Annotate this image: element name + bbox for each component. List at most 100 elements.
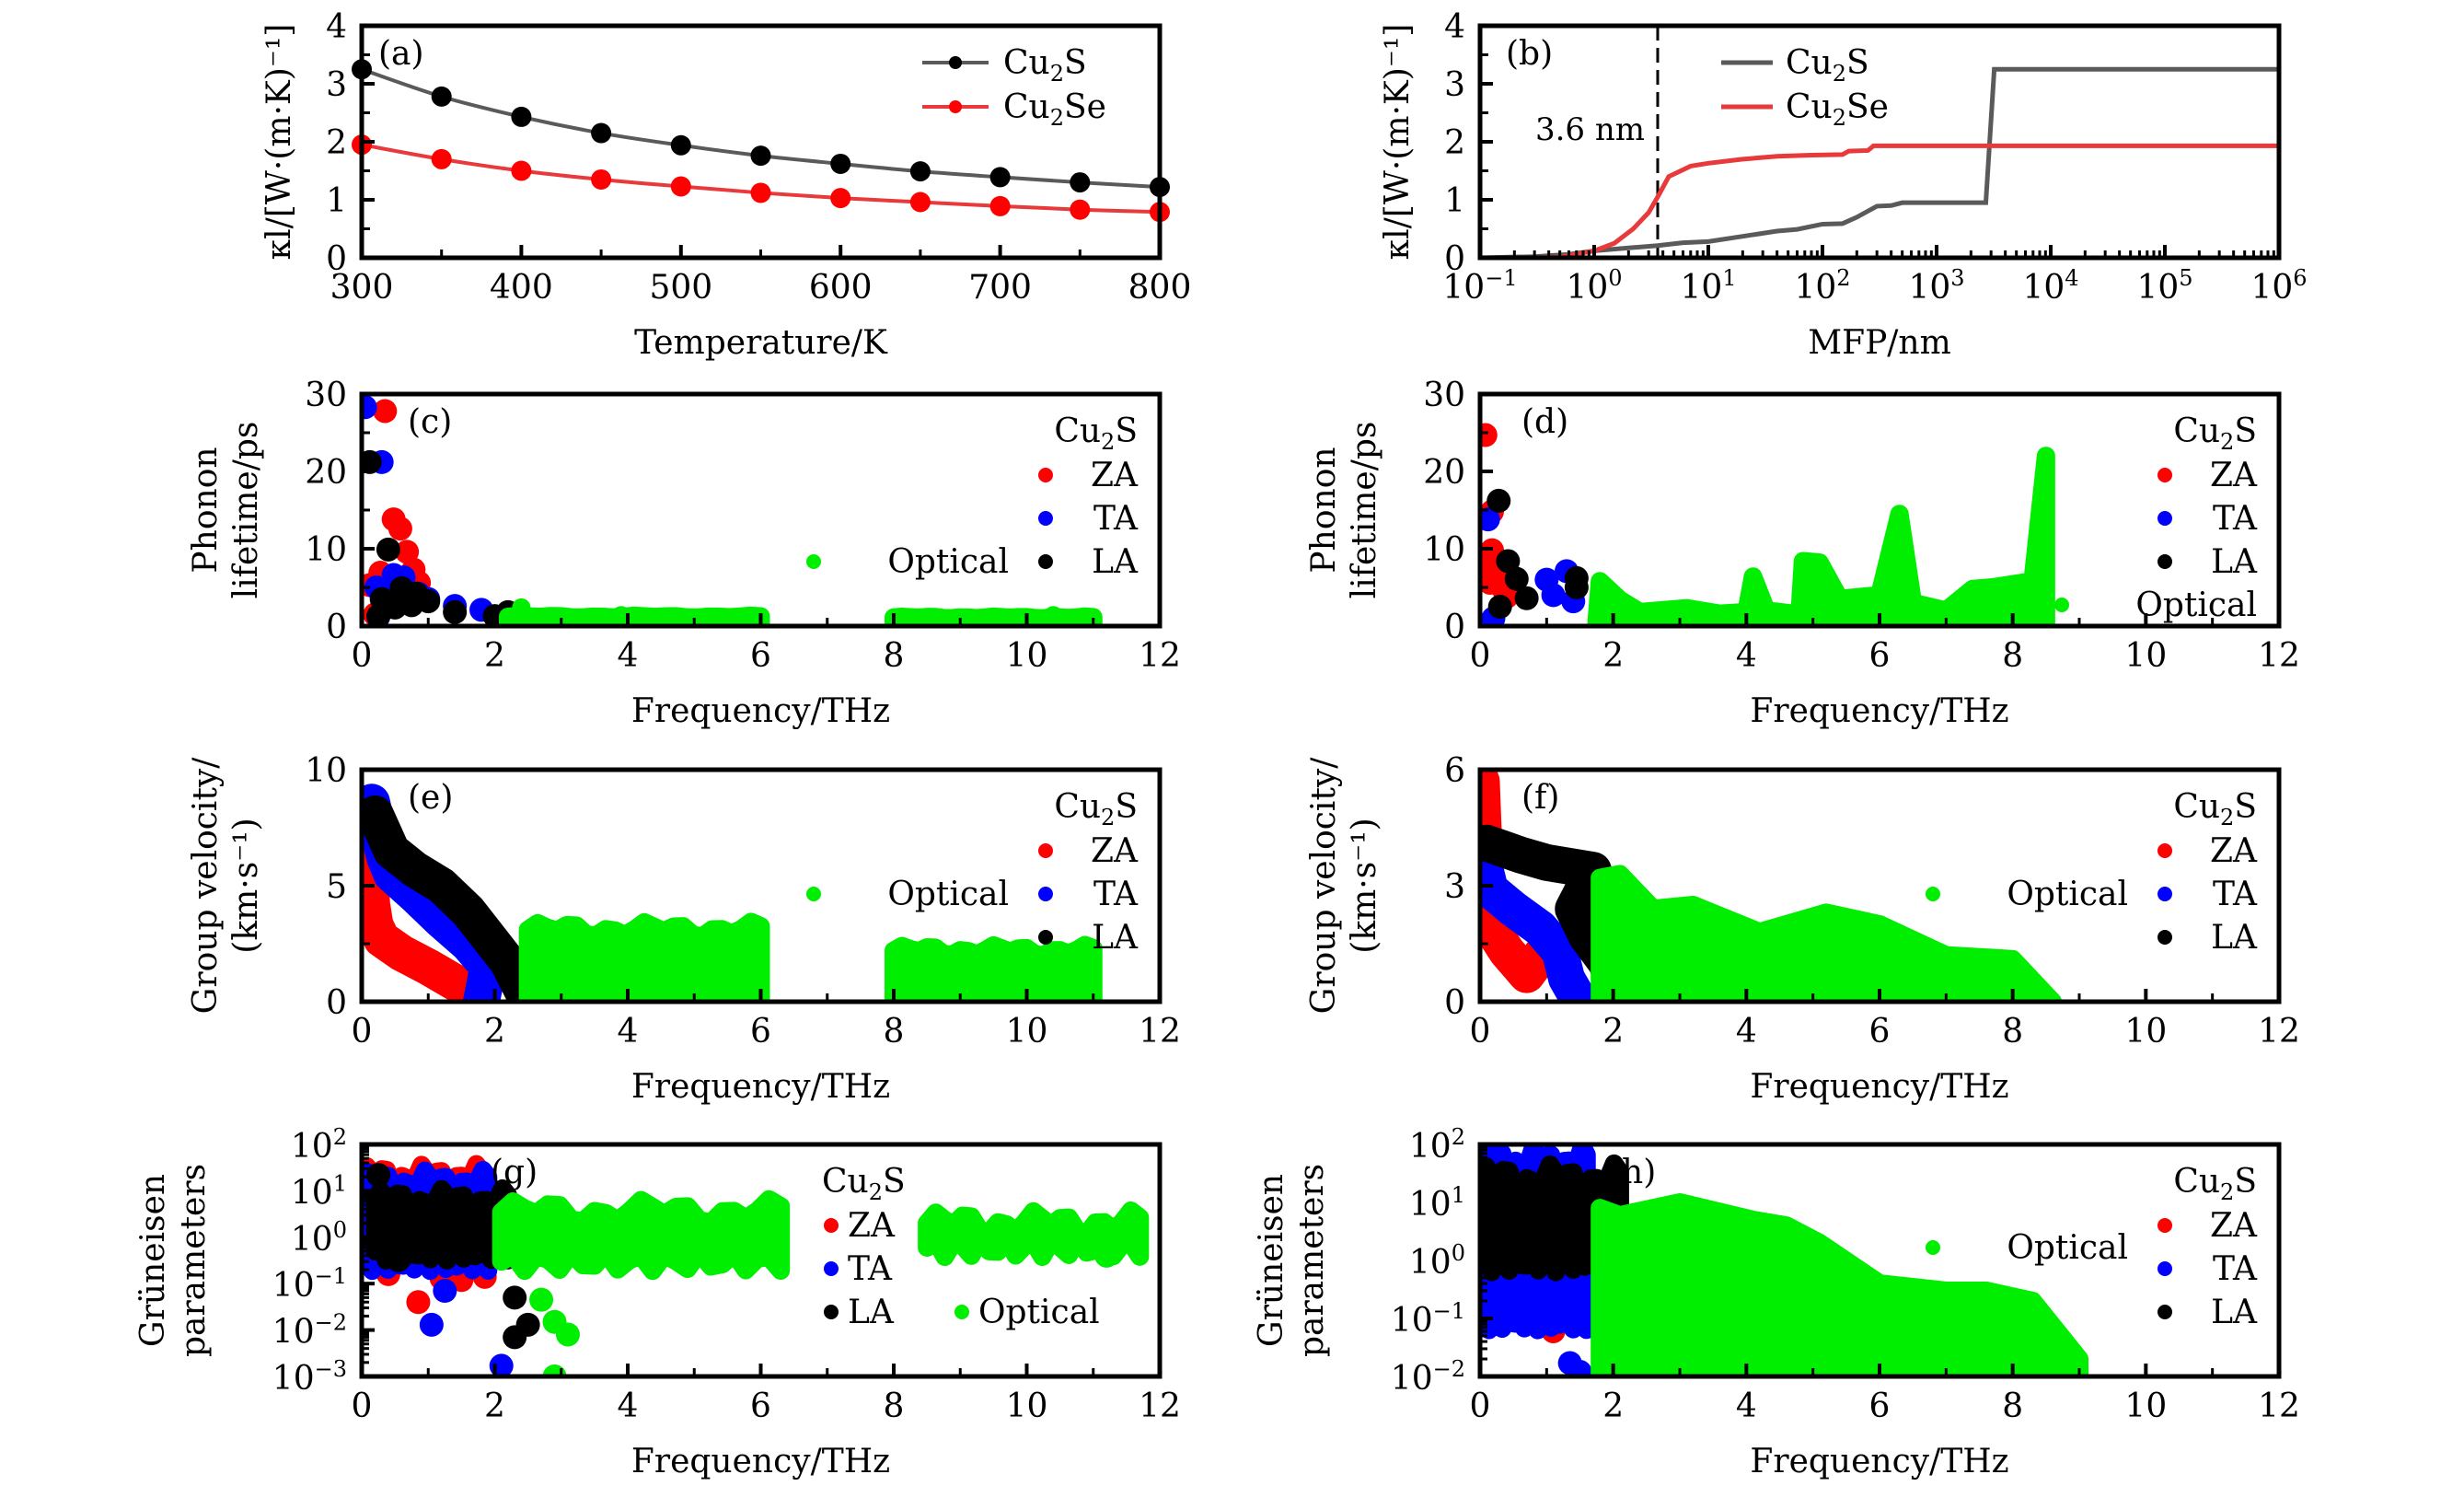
legend-label: TA: [1093, 500, 1139, 538]
legend-marker-la: [1038, 930, 1053, 945]
scatter-band: [885, 935, 1103, 1002]
data-point: [419, 1312, 444, 1337]
data-point: [909, 192, 931, 213]
legend-marker: [949, 100, 962, 113]
data-point: [511, 160, 532, 181]
legend-marker-la: [2157, 554, 2172, 569]
plot-area: [1480, 423, 2055, 626]
legend-marker-ta: [824, 1261, 839, 1276]
y-tick-label: 10−1: [272, 1263, 347, 1305]
legend-label: ZA: [1091, 832, 1139, 870]
data-point: [1480, 507, 1500, 532]
y-tick-label: 1: [1444, 182, 1465, 220]
series-la: [362, 795, 547, 1002]
data-point: [362, 449, 382, 474]
x-tick-label: 10: [2124, 1387, 2167, 1425]
x-tick-label: 2: [484, 1013, 505, 1051]
scatter-band: [885, 607, 1103, 626]
y-tick-label: 0: [1444, 240, 1465, 278]
data-point: [362, 395, 377, 420]
x-axis-title: MFP/nm: [1808, 324, 1951, 362]
legend-marker-optical: [1926, 1240, 1940, 1255]
legend-marker-la: [1038, 554, 1053, 569]
x-tick-label: 100: [1566, 265, 1622, 307]
panel-label: (e): [408, 779, 453, 817]
data-point: [1514, 586, 1539, 610]
y-axis-title-line2: parameters: [175, 1164, 213, 1357]
data-point: [416, 955, 441, 980]
data-point: [366, 1163, 391, 1188]
legend-label: LA: [2211, 543, 2258, 581]
x-tick-label: 0: [352, 637, 373, 675]
y-tick-label: 0: [1444, 984, 1465, 1022]
x-tick-label: 10−1: [1442, 265, 1517, 307]
panel-label: (d): [1521, 403, 1568, 441]
x-axis-title: Frequency/THz: [631, 1443, 890, 1480]
x-tick-label: 2: [484, 1387, 505, 1425]
data-point: [1567, 1360, 1592, 1376]
panel-label: (a): [378, 35, 424, 73]
data-point: [476, 924, 501, 949]
data-point: [1480, 877, 1502, 902]
data-point: [830, 188, 851, 209]
data-point: [363, 801, 388, 826]
x-tick-label: 103: [1908, 265, 1964, 307]
x-tick-label: 8: [884, 1013, 905, 1051]
data-point: [1547, 939, 1572, 964]
x-tick-label: 8: [2002, 1013, 2023, 1051]
data-point: [511, 106, 532, 127]
series-optical: [498, 598, 1103, 626]
legend-marker-za: [1038, 468, 1053, 482]
legend-label: TA: [848, 1250, 893, 1288]
legend-label: ZA: [848, 1207, 896, 1245]
x-tick-label: 4: [1736, 1387, 1757, 1425]
x-axis-title: Frequency/THz: [631, 692, 890, 730]
x-tick-label: 6: [750, 1387, 771, 1425]
x-tick-label: 102: [1794, 265, 1850, 307]
data-point: [1555, 966, 1579, 991]
legend-label: TA: [1093, 876, 1139, 913]
x-tick-label: 101: [1680, 265, 1736, 307]
y-tick-label: 102: [1409, 1124, 1465, 1166]
x-tick-label: 0: [352, 1013, 373, 1051]
legend-marker-ta: [1038, 511, 1053, 526]
legend-marker-la: [2157, 930, 2172, 945]
scatter-region: [1587, 447, 2055, 626]
panel-c: 0 2 4 6 8 10 12 0 10 20 30 Frequency/THz Phonon lifet…: [187, 377, 1181, 730]
x-axis-title: Frequency/THz: [1750, 1443, 2008, 1480]
data-point: [1487, 595, 1512, 619]
x-tick-label: 12: [2258, 1013, 2300, 1051]
y-axis-title-line2: (km·s⁻¹): [1346, 818, 1383, 953]
y-tick-label: 0: [326, 609, 347, 646]
data-point: [1480, 423, 1498, 447]
data-point: [1480, 830, 1499, 855]
y-tick-label: 1: [326, 182, 347, 220]
y-tick-label: 10−1: [1391, 1298, 1465, 1340]
series-optical: [492, 1190, 1150, 1376]
y-tick-label: 6: [1444, 752, 1465, 790]
legend-marker-optical: [954, 1305, 969, 1319]
plot-frame: [359, 391, 1163, 629]
x-tick-label: 700: [968, 269, 1032, 307]
legend-label: LA: [1092, 543, 1139, 581]
x-tick-label: 104: [2022, 265, 2078, 307]
data-point: [1541, 583, 1566, 608]
y-tick-label: 20: [1423, 454, 1465, 492]
y-tick-label: 101: [291, 1170, 347, 1212]
legend-label: Optical: [2135, 586, 2257, 624]
y-tick-label: 10: [1423, 531, 1465, 569]
data-point: [1496, 549, 1521, 574]
data-point: [750, 182, 771, 203]
data-point: [388, 517, 412, 541]
legend-label: Optical: [887, 876, 1009, 913]
y-axis-title-line1: Grüneisen: [1253, 1174, 1290, 1347]
data-point: [512, 598, 531, 617]
y-tick-label: 10−3: [272, 1356, 347, 1398]
scatter-band: [498, 606, 770, 626]
legend-title: Cu2S: [1054, 412, 1138, 455]
legend-title: Cu2S: [1786, 44, 1869, 87]
